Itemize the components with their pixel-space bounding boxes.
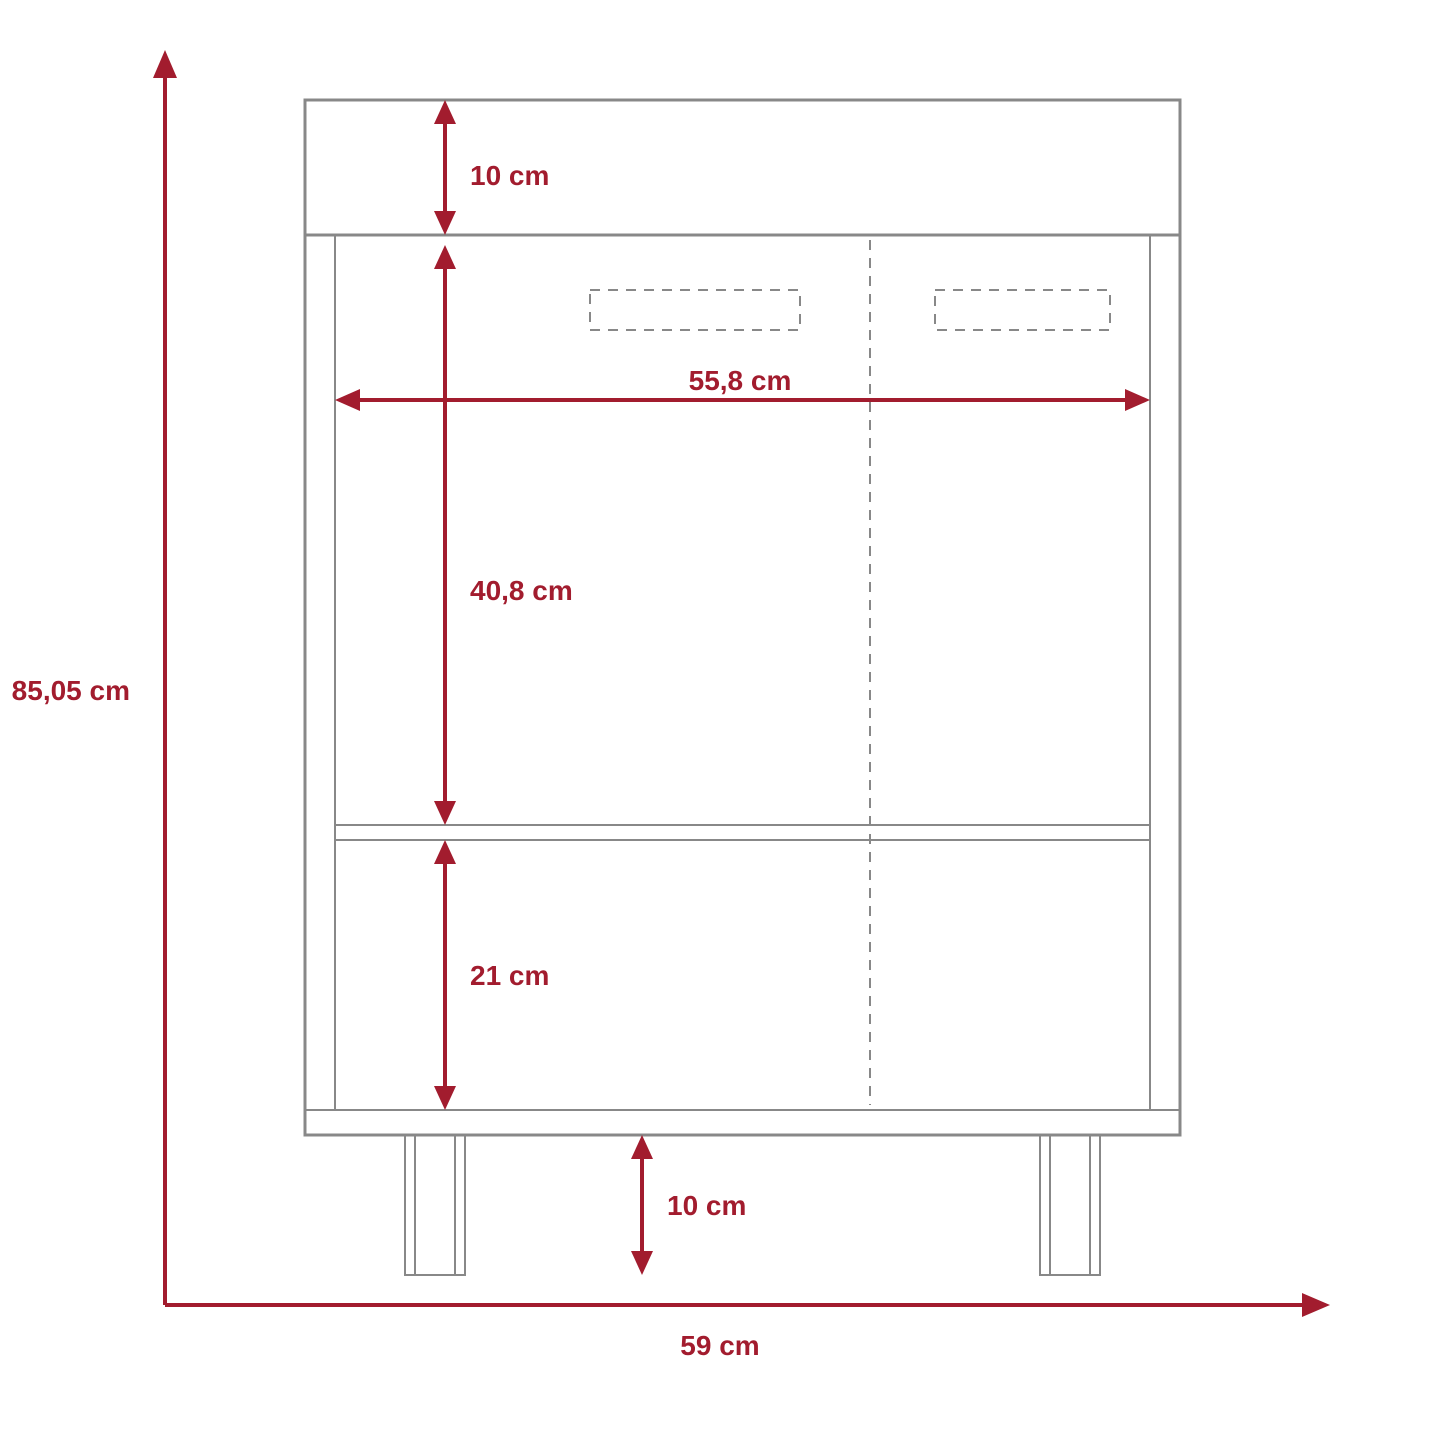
handle-right [935, 290, 1110, 330]
dim-lower-compartment [434, 840, 456, 1110]
label-total-width: 59 cm [680, 1330, 759, 1361]
label-total-height: 85,05 cm [12, 675, 130, 706]
leg-left [405, 1135, 465, 1275]
labels: 85,05 cm 59 cm 10 cm 55,8 cm 40,8 cm 21 … [12, 160, 792, 1361]
axes [153, 50, 1330, 1317]
leg-right [1040, 1135, 1100, 1275]
label-leg-height: 10 cm [667, 1190, 746, 1221]
label-upper-compartment: 40,8 cm [470, 575, 573, 606]
dim-top-panel [434, 100, 456, 235]
dim-leg-height [631, 1135, 653, 1275]
cabinet-outer [305, 100, 1180, 1135]
dimension-diagram: 85,05 cm 59 cm 10 cm 55,8 cm 40,8 cm 21 … [0, 0, 1445, 1445]
axis-horizontal-arrow [1302, 1293, 1330, 1317]
dim-upper-compartment [434, 245, 456, 825]
cabinet-structure [305, 100, 1180, 1275]
label-top-panel: 10 cm [470, 160, 549, 191]
axis-vertical-arrow [153, 50, 177, 78]
label-lower-compartment: 21 cm [470, 960, 549, 991]
dimension-lines [335, 100, 1150, 1275]
handle-left [590, 290, 800, 330]
label-inner-width: 55,8 cm [689, 365, 792, 396]
